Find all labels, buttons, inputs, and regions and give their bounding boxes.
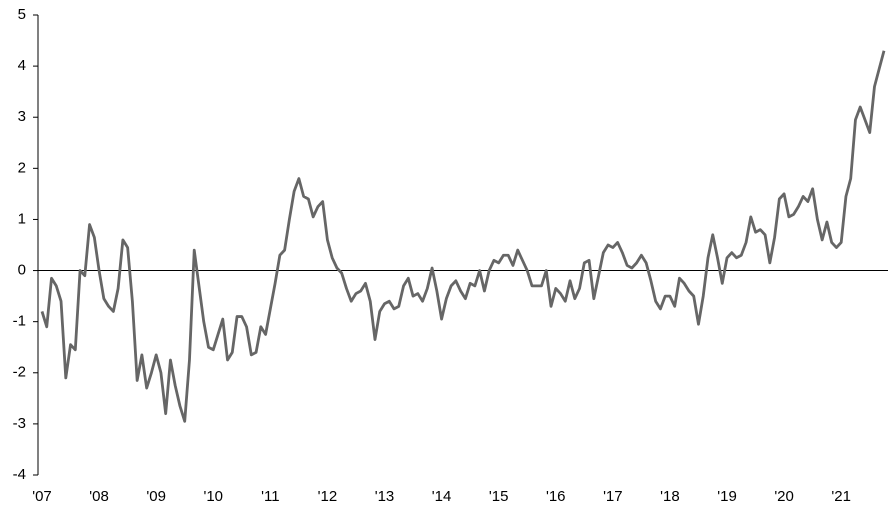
x-tick-label: '07	[32, 488, 52, 505]
x-tick-label: '12	[318, 488, 338, 505]
x-tick-label: '10	[203, 488, 223, 505]
x-tick-label: '17	[603, 488, 623, 505]
x-tick-label: '21	[831, 488, 851, 505]
x-tick-label: '20	[774, 488, 794, 505]
x-tick-label: '19	[717, 488, 737, 505]
y-tick-label: 2	[18, 159, 26, 176]
y-tick-label: -1	[13, 313, 26, 330]
x-tick-label: '18	[660, 488, 680, 505]
x-tick-label: '15	[489, 488, 509, 505]
y-tick-label: 4	[18, 57, 26, 74]
x-tick-label: '09	[146, 488, 166, 505]
y-tick-label: 1	[18, 210, 26, 227]
y-tick-label: 3	[18, 108, 26, 125]
y-tick-label: -2	[13, 364, 26, 381]
x-tick-label: '13	[375, 488, 395, 505]
x-tick-label: '11	[261, 488, 279, 505]
x-tick-label: '16	[546, 488, 566, 505]
y-tick-label: 5	[18, 6, 26, 23]
y-tick-label: -4	[13, 466, 26, 483]
data-line	[40, 50, 886, 423]
y-tick-label: -3	[13, 415, 26, 432]
y-tick-label: 0	[18, 262, 26, 279]
x-tick-label: '14	[432, 488, 452, 505]
x-tick-label: '08	[89, 488, 109, 505]
